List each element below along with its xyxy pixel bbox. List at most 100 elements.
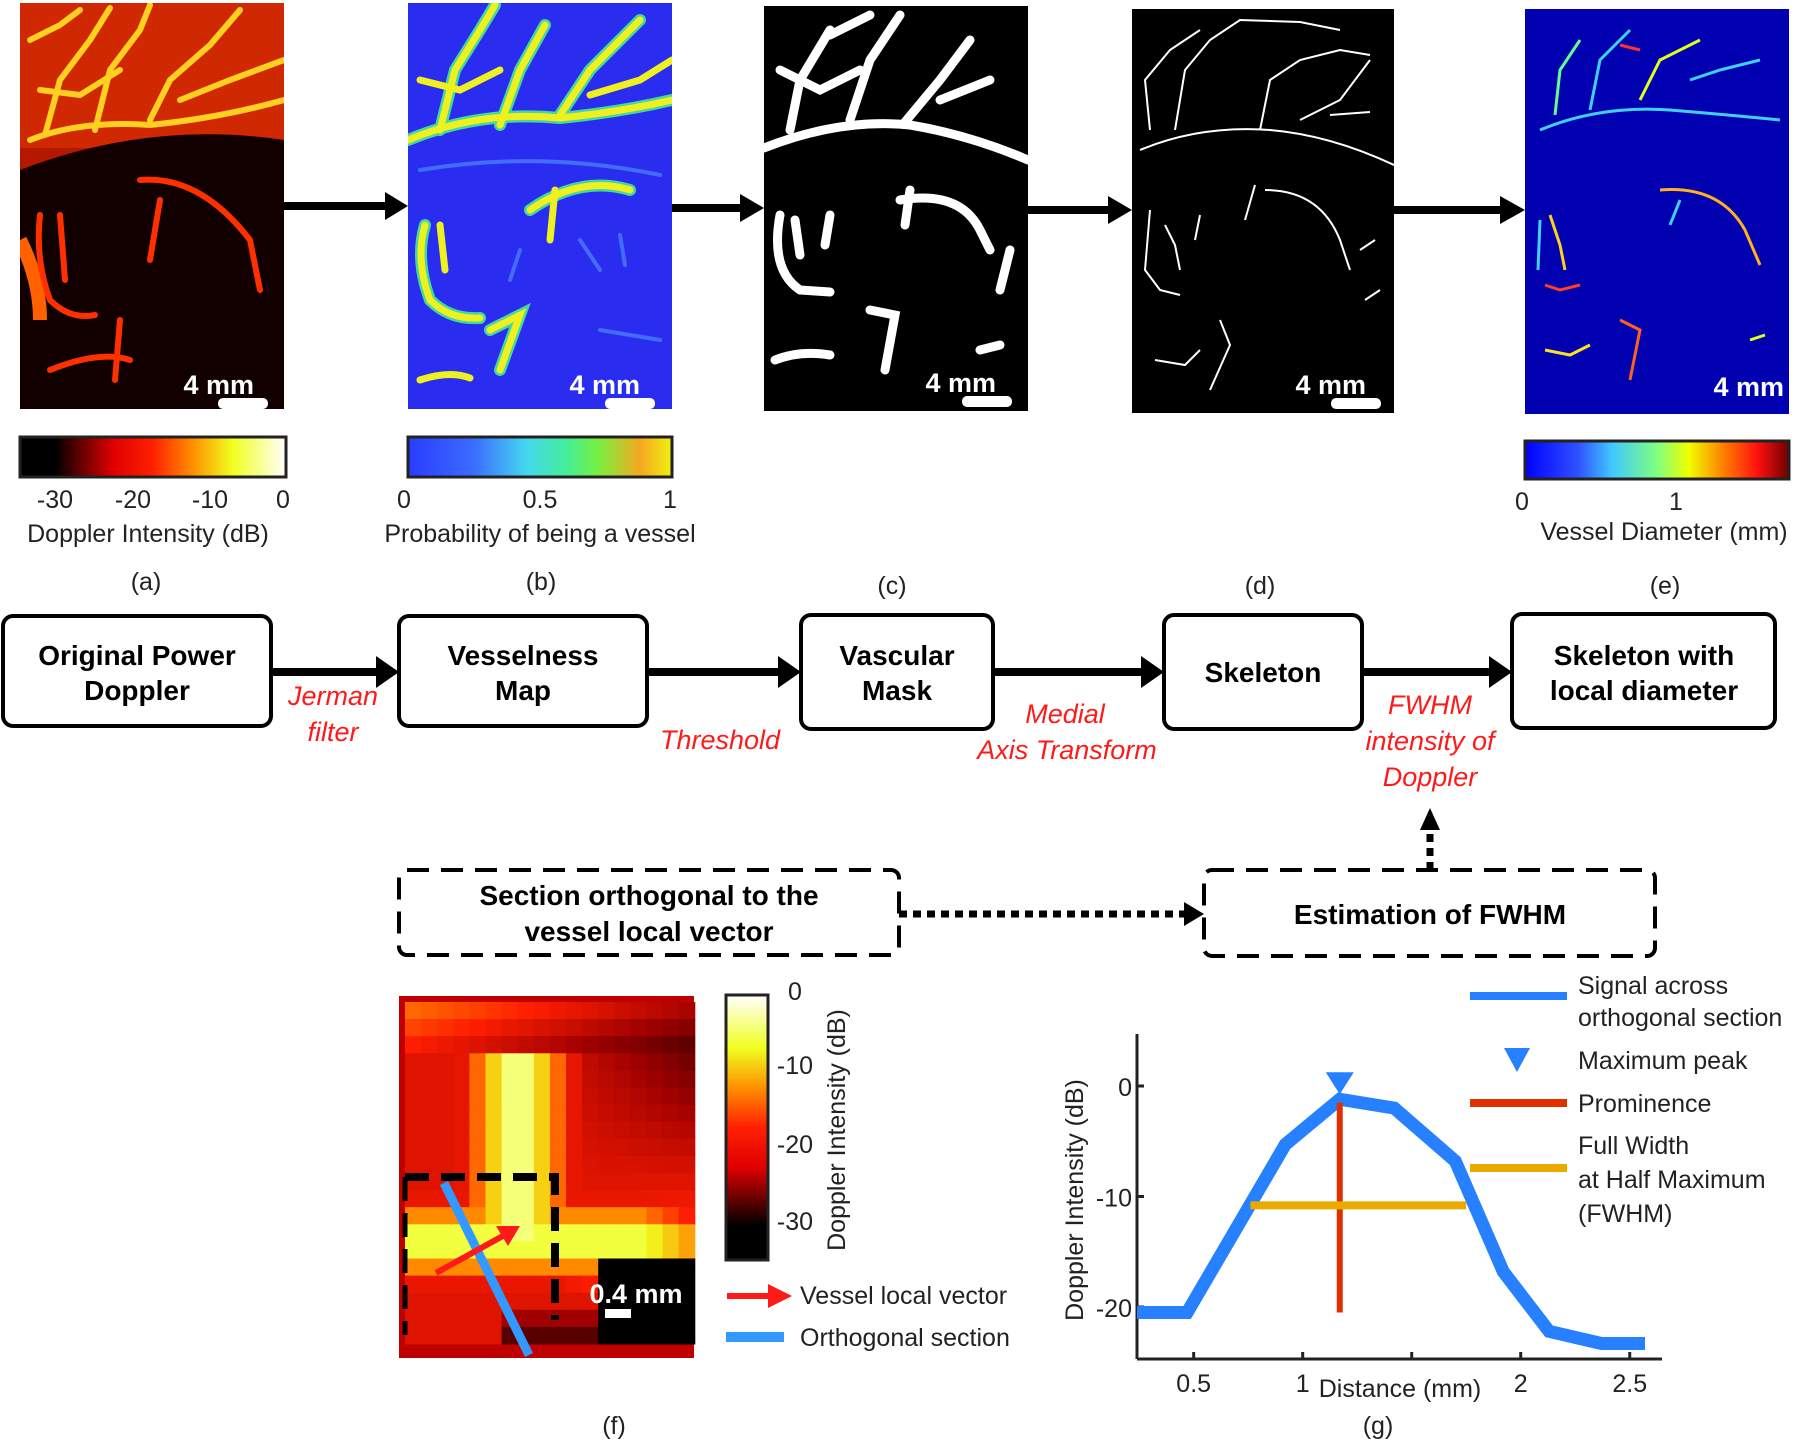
heatmap-cell	[501, 1190, 519, 1208]
heatmap-cell	[614, 1002, 631, 1020]
x-tick-label: 0.5	[1176, 1370, 1211, 1398]
arrow-head-icon	[768, 1284, 792, 1308]
heatmap-cell	[614, 1275, 631, 1294]
heatmap-cell	[453, 1155, 470, 1174]
box-label: Original Power	[38, 640, 236, 671]
arrow-head-icon	[496, 1226, 520, 1246]
heatmap-cell	[630, 1104, 647, 1123]
heatmap-cell	[614, 1326, 631, 1345]
heatmap-cell	[582, 1224, 599, 1242]
heatmap-cell	[469, 1155, 486, 1174]
box-label: Vesselness	[447, 640, 598, 671]
heatmap-cell	[453, 1087, 470, 1106]
scale-bar	[605, 1309, 631, 1318]
heatmap-cell	[614, 1104, 631, 1123]
heatmap-cell	[662, 1036, 680, 1054]
heatmap-cell	[678, 1019, 696, 1037]
heatmap-cell	[614, 1258, 631, 1277]
heatmap-cell	[678, 1036, 696, 1054]
legend-label: Signal across	[1578, 972, 1728, 1000]
legend-label: Orthogonal section	[800, 1324, 1010, 1352]
panel-g-chart: 0.5 1 2 2.5 0 -10 -20 Doppler Intensity (dB) D…	[1061, 972, 1782, 1440]
heatmap-cell	[598, 1053, 615, 1071]
heatmap-cell	[646, 1241, 664, 1259]
heatmap-cell	[582, 1190, 599, 1208]
heatmap-cell	[598, 1121, 615, 1140]
flow-box-diameter: Skeleton with local diameter	[1510, 612, 1777, 730]
heatmap-cell	[469, 1207, 486, 1225]
heatmap-cell	[533, 1190, 551, 1208]
heatmap-cell	[485, 1087, 503, 1106]
legend-f: Vessel local vector Orthogonal section	[726, 1282, 1010, 1352]
heatmap-cell	[405, 1002, 422, 1020]
heatmap-cell	[421, 1104, 438, 1123]
heatmap-cell	[566, 1121, 583, 1140]
heatmap-cell	[598, 1207, 615, 1225]
heatmap-cell	[678, 1138, 696, 1157]
heatmap-cell	[582, 1155, 599, 1174]
arrow-head-icon	[385, 192, 408, 220]
x-tick-label: 2.5	[1612, 1370, 1647, 1398]
colorbar-b: 0 0.5 1 Probability of being a vessel	[384, 435, 696, 548]
heatmap-cell	[662, 1155, 680, 1174]
tick: 1	[663, 486, 677, 514]
heatmap-cell	[582, 1173, 599, 1191]
heatmap-cell	[485, 1019, 503, 1037]
heatmap-cell	[501, 1002, 519, 1020]
caption-g: (g)	[1363, 1412, 1394, 1440]
heatmap-cell	[678, 1121, 696, 1140]
heatmap-cell	[646, 1207, 664, 1225]
heatmap-cell	[662, 1138, 680, 1157]
heatmap-cell	[517, 1053, 535, 1071]
heatmap-cell	[566, 1138, 583, 1157]
heatmap-cell	[598, 1190, 615, 1208]
heatmap-cell	[517, 1087, 535, 1106]
heatmap-cell	[421, 1019, 438, 1037]
heatmap-cell	[421, 1155, 438, 1174]
heatmap-cell	[437, 1104, 454, 1123]
box-label: Skeleton with	[1554, 640, 1734, 671]
heatmap-cell	[630, 1087, 647, 1106]
heatmap-cell	[566, 1173, 583, 1191]
heatmap-cell	[469, 1292, 486, 1311]
arrow-head-icon	[376, 656, 399, 688]
heatmap-cell	[662, 1224, 680, 1242]
heatmap-cell	[453, 1019, 470, 1037]
heatmap-cell	[517, 1104, 535, 1123]
heatmap-cell	[614, 1087, 631, 1106]
heatmap-cell	[437, 1036, 454, 1054]
heatmap-cell	[437, 1292, 454, 1311]
heatmap-cell	[453, 1002, 470, 1020]
heatmap-cell	[421, 1002, 438, 1020]
heatmap-cell	[469, 1190, 486, 1208]
heatmap-cell	[662, 1326, 680, 1345]
flow-box-mask: Vascular Mask	[799, 613, 995, 731]
step-fwhm-3: Doppler	[1383, 762, 1479, 792]
heatmap-cell	[517, 1292, 535, 1311]
heatmap-cell	[453, 1104, 470, 1123]
heatmap-cell	[630, 1326, 647, 1345]
tick: 1	[1669, 488, 1683, 516]
colorbar-label: Doppler Intensity (dB)	[27, 520, 269, 548]
heatmap-cell	[405, 1104, 422, 1123]
heatmap-cell	[453, 1036, 470, 1054]
tick: -20	[115, 486, 151, 514]
heatmap-cell	[421, 1190, 438, 1208]
heatmap-cell	[646, 1275, 664, 1294]
heatmap-cell	[485, 1002, 503, 1020]
heatmap-cell	[678, 1275, 696, 1294]
heatmap-cell	[517, 1036, 535, 1054]
heatmap-cell	[533, 1087, 551, 1106]
heatmap-cell	[421, 1275, 438, 1294]
heatmap-cell	[405, 1224, 422, 1242]
scale-bar	[1331, 398, 1381, 409]
heatmap-cell	[405, 1155, 422, 1174]
heatmap-cell	[533, 1173, 551, 1191]
scale-bar-label: 4 mm	[183, 370, 254, 400]
heatmap-cell	[517, 1309, 535, 1328]
heatmap-cell	[678, 1292, 696, 1311]
heatmap-cell	[678, 1087, 696, 1106]
heatmap-cell	[566, 1019, 583, 1037]
max-peak-marker	[1325, 1072, 1354, 1095]
